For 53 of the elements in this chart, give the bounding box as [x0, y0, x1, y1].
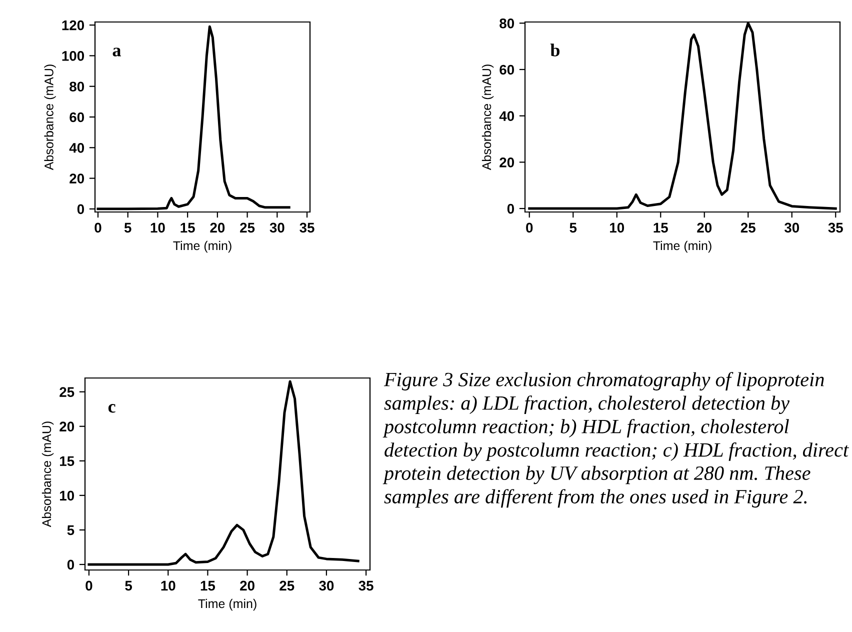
- x-tick-label: 10: [161, 580, 176, 591]
- y-tick-label: 40: [499, 111, 514, 122]
- y-tick-label: 0: [507, 204, 514, 214]
- x-tick-label: 30: [784, 222, 800, 233]
- y-tick-label: 60: [70, 112, 84, 122]
- x-tick-label: 10: [150, 222, 165, 233]
- x-tick-label: 20: [697, 222, 712, 233]
- y-tick-label: 20: [60, 422, 74, 432]
- x-tick-label: 25: [240, 222, 255, 233]
- x-tick-label: 0: [94, 222, 102, 233]
- y-tick-label: 20: [70, 174, 84, 184]
- y-axis-title: Absorbance (mAU): [482, 64, 494, 170]
- annotation: b: [550, 44, 560, 56]
- y-tick-label: 20: [500, 158, 514, 168]
- y-tick-label: 40: [69, 142, 84, 153]
- y-tick-label: 100: [62, 51, 84, 61]
- y-tick-label: 5: [67, 525, 74, 536]
- x-tick-label: 15: [200, 580, 216, 591]
- x-tick-label: 35: [300, 222, 314, 233]
- x-axis-title: Time (min): [198, 598, 256, 611]
- x-tick-label: 10: [610, 222, 624, 233]
- x-tick-label: 0: [86, 580, 92, 591]
- x-tick-label: 5: [124, 222, 132, 233]
- x-tick-label: 25: [740, 222, 756, 233]
- x-tick-label: 5: [570, 222, 577, 233]
- x-tick-label: 15: [180, 222, 195, 233]
- x-tick-label: 20: [210, 222, 225, 233]
- y-axis-title: Absorbance (mAU): [42, 422, 54, 528]
- x-axis-title: Time (min): [173, 240, 232, 253]
- annotation: c: [108, 404, 116, 413]
- x-tick-label: 20: [240, 580, 254, 591]
- x-tick-label: 30: [319, 580, 334, 591]
- x-axis-title: Time (min): [653, 240, 712, 253]
- y-axis-title: Absorbance (mAU): [44, 64, 56, 170]
- caption: Figure 3 Size exclusion chromatography of lipoprotein samples: a) LDL fraction, cholesterol detection by postcolumn reaction; b) HDL fraction, cholesterol detection by postcolumn reaction; c) HDL fraction, direct protein detection by UV absorption at 280 nm. These samples are different from the ones used in Figure 2.: [382, 372, 849, 508]
- x-tick-label: 15: [654, 222, 668, 233]
- x-tick-label: 25: [280, 580, 294, 591]
- y-tick-label: 80: [70, 82, 84, 92]
- x-tick-label: 30: [270, 222, 284, 233]
- y-tick-label: 25: [60, 387, 74, 397]
- x-tick-label: 35: [828, 222, 843, 233]
- y-tick-label: 120: [62, 20, 84, 30]
- line-series: [528, 22, 837, 210]
- y-tick-label: 0: [67, 560, 74, 570]
- y-tick-label: 15: [60, 456, 74, 466]
- y-tick-label: 80: [500, 18, 514, 28]
- y-tick-label: 0: [77, 204, 84, 214]
- x-tick-label: 5: [125, 580, 132, 591]
- x-tick-label: 35: [358, 580, 374, 591]
- x-tick-label: 0: [526, 222, 533, 233]
- y-tick-label: 60: [500, 64, 514, 75]
- y-tick-label: 10: [60, 490, 74, 501]
- annotation: a: [112, 48, 121, 56]
